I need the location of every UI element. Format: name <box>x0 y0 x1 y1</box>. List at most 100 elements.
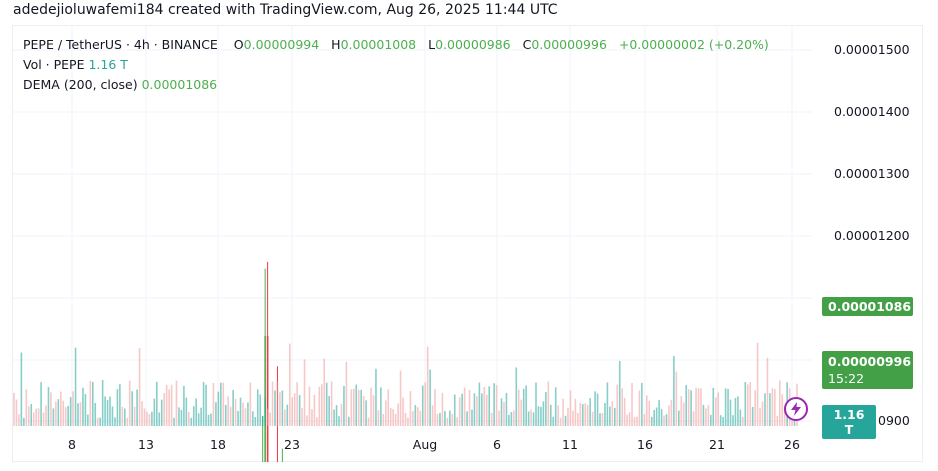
volume-bar <box>274 390 276 426</box>
time-tick-11: 11 <box>562 437 578 452</box>
volume-bar <box>446 417 449 426</box>
volume-bar <box>62 400 65 426</box>
volume-bar <box>377 410 380 426</box>
bolt-icon[interactable] <box>784 397 808 421</box>
volume-bar <box>244 408 247 426</box>
volume-bar <box>269 412 271 426</box>
volume-bar <box>540 406 542 426</box>
legend-symbol[interactable]: PEPE / TetherUS · 4h · BINANCE <box>23 37 218 52</box>
volume-bar <box>27 406 30 426</box>
volume-bar <box>72 391 74 426</box>
volume-bar <box>217 391 220 426</box>
volume-bar <box>601 413 604 426</box>
volume-bar <box>668 405 670 426</box>
dema-label: DEMA (200, close) <box>23 77 138 92</box>
volume-bar <box>119 384 121 426</box>
volume-bar <box>449 410 451 426</box>
volume-bar <box>242 402 244 426</box>
volume-bar <box>700 388 702 426</box>
volume-bar <box>697 388 700 426</box>
candlestick-plot[interactable] <box>12 25 923 462</box>
volume-bar <box>372 395 375 426</box>
price-tick-0900: 0900 <box>878 413 938 428</box>
volume-bar <box>148 414 151 426</box>
volume-bar <box>215 402 217 426</box>
volume-bar <box>591 411 594 426</box>
volume-bar <box>687 389 690 426</box>
volume-bar <box>99 417 101 426</box>
legend-volume-row[interactable]: Vol · PEPE 1.16 T <box>23 57 128 72</box>
volume-bar <box>717 392 720 426</box>
volume-bar <box>370 387 372 426</box>
volume-bar <box>604 403 606 426</box>
volume-bar <box>535 382 537 426</box>
volume-bar <box>702 404 705 426</box>
volume-bar <box>180 409 183 426</box>
volume-bar <box>594 391 596 426</box>
volume-bar <box>648 400 651 426</box>
time-tick-26: 26 <box>784 437 800 452</box>
price-tick-1500: 0.00001500 <box>834 42 910 57</box>
lightning-icon <box>791 402 801 416</box>
volume-bar <box>737 396 739 426</box>
volume-bar <box>756 342 759 426</box>
volume-bar <box>476 396 478 426</box>
volume-bar <box>596 393 599 426</box>
change-value: +0.00000002 (+0.20%) <box>618 37 769 52</box>
price-tick-0900-text: 0900 <box>878 413 910 428</box>
volume-bar <box>485 394 488 426</box>
volume-bar <box>690 390 692 426</box>
volume-bar <box>441 392 444 426</box>
volume-bar <box>308 386 311 426</box>
volume-bar <box>557 405 559 426</box>
volume-bar <box>15 399 18 426</box>
volume-bar <box>680 396 683 426</box>
volume-bar <box>451 414 454 426</box>
volume-bar <box>774 389 776 426</box>
volume-bar <box>692 411 695 426</box>
volume-bar <box>759 408 761 426</box>
volume-bar <box>567 407 569 426</box>
volume-bar <box>746 384 749 426</box>
volume-bar <box>160 399 163 426</box>
volume-bar <box>293 393 296 426</box>
volume-bar <box>606 382 609 426</box>
volume-bar <box>141 401 143 426</box>
volume-bar <box>271 381 274 426</box>
last-price-tag: 0.00000996 15:22 <box>822 351 913 389</box>
volume-bar <box>655 407 658 426</box>
legend-dema-row[interactable]: DEMA (200, close) 0.00001086 <box>23 77 217 92</box>
price-tick-1200: 0.00001200 <box>834 228 910 243</box>
volume-bar <box>320 384 323 426</box>
volume-bar <box>173 417 175 426</box>
volume-bar <box>266 408 269 426</box>
volume-bar <box>350 389 353 426</box>
low-value: 0.00000986 <box>435 37 511 52</box>
volume-bar <box>126 417 129 426</box>
time-tick-13: 13 <box>138 437 154 452</box>
volume-bar <box>114 417 116 426</box>
volume-bar <box>439 413 441 426</box>
volume-bar <box>564 415 567 426</box>
high-label: H <box>331 37 341 52</box>
volume-bar <box>355 384 358 426</box>
volume-bar <box>84 394 87 426</box>
volume-bar <box>613 407 616 426</box>
time-tick-16: 16 <box>637 437 653 452</box>
volume-bar <box>409 391 412 426</box>
volume-bar <box>778 380 781 426</box>
volume-bar <box>643 413 646 426</box>
volume-bar <box>254 417 257 426</box>
volume-bar <box>660 409 663 426</box>
volume-bar <box>20 352 23 426</box>
volume-bar <box>414 405 417 426</box>
volume-bar <box>749 382 752 426</box>
volume-bar <box>195 398 198 426</box>
volume-bar <box>742 416 744 426</box>
volume-tag: 1.16 T <box>822 405 876 439</box>
volume-bar <box>59 391 62 426</box>
volume-bar <box>520 399 523 426</box>
volume-bar <box>665 414 668 426</box>
volume-bar <box>508 414 510 426</box>
volume-bar <box>633 417 636 426</box>
